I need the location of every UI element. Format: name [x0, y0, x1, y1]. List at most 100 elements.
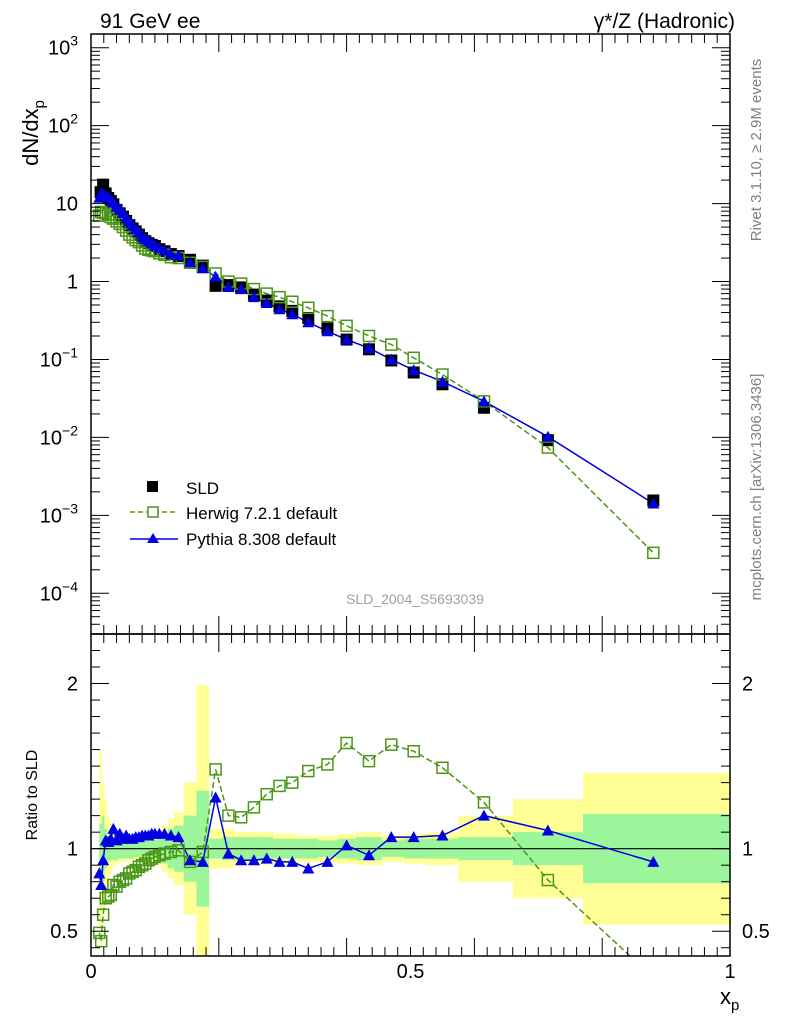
ratio-y-tick-label-right: 1	[742, 839, 753, 861]
ratio-y-tick-label-left: 0.5	[50, 921, 78, 943]
pythia-ratio-point	[97, 854, 110, 866]
main-y-tick-label: 102	[48, 111, 78, 138]
herwig-ratio-point	[260, 787, 273, 801]
pythia-ratio-point	[235, 854, 248, 866]
side-label-rivet: Rivet 3.1.10, ≥ 2.9M events	[748, 59, 765, 242]
header-left: 91 GeV ee	[100, 10, 200, 33]
main-y-tick-label: 10−3	[40, 500, 78, 527]
herwig-main-point	[362, 329, 376, 343]
main-y-tick-exponent: −4	[62, 578, 78, 594]
pythia-ratio-point	[286, 855, 299, 867]
pythia-ratio-point	[164, 829, 177, 841]
pythia-main-point	[647, 497, 660, 509]
pythia-main-point	[235, 283, 248, 295]
herwig-ratio-point	[234, 811, 248, 824]
herwig-ratio-point	[273, 779, 286, 793]
pythia-main-point	[172, 249, 185, 261]
ratio-y-tick-label-right: 0.5	[742, 921, 770, 943]
pythia-ratio-point	[385, 831, 398, 843]
pythia-ratio-point	[172, 831, 185, 843]
legend: SLD Herwig 7.2.1 default Pythia 8.308 de…	[130, 479, 337, 549]
herwig-main-point	[541, 441, 555, 454]
herwig-ratio-point	[93, 926, 106, 940]
pythia-ratio-point	[273, 855, 286, 867]
herwig-ratio-point	[436, 761, 449, 775]
pythia-ratio-point	[222, 847, 235, 859]
herwig-ratio-point	[340, 736, 353, 750]
pythia-ratio-point	[209, 791, 222, 803]
pythia-ratio-point	[260, 852, 273, 864]
ratio-plot-area	[91, 685, 730, 956]
main-y-tick-mantissa: 1	[67, 272, 78, 294]
pythia-main-point	[286, 308, 299, 320]
x-tick-label: 0	[85, 961, 96, 983]
main-series-group	[93, 178, 660, 560]
x-tick-label: 1	[724, 961, 735, 983]
pythia-main-point	[247, 291, 260, 303]
main-y-tick-label: 1	[67, 272, 78, 294]
herwig-ratio-point	[286, 776, 299, 789]
herwig-main-point	[340, 319, 353, 333]
herwig-main-point	[321, 309, 334, 323]
main-y-tick-label: 10−2	[40, 422, 78, 449]
herwig-main-point	[385, 338, 398, 351]
herwig-ratio-point	[477, 796, 491, 809]
pythia-ratio-point	[184, 854, 197, 866]
pythia-main-point	[260, 297, 273, 309]
legend-label-pythia: Pythia 8.308 default	[186, 530, 337, 549]
pythia-main-point	[209, 270, 222, 282]
pythia-main-point	[184, 256, 197, 268]
herwig-main-point	[286, 295, 299, 309]
pythia-main-point	[222, 281, 235, 293]
pythia-main-point	[385, 353, 398, 365]
legend-marker-herwig	[147, 506, 159, 518]
pythia-ratio-point	[647, 855, 660, 867]
main-y-tick-exponent: −1	[62, 344, 78, 360]
main-y-tick-exponent: 3	[70, 33, 78, 49]
pythia-ratio-point	[247, 854, 260, 866]
main-y-tick-label: 10−1	[40, 344, 78, 371]
legend-label-herwig: Herwig 7.2.1 default	[186, 504, 337, 523]
herwig-ratio-point	[362, 754, 376, 768]
herwig-ratio-point	[113, 875, 127, 888]
main-y-tick-label: 10−4	[40, 578, 78, 605]
herwig-main-point	[407, 351, 420, 365]
pythia-ratio-point	[362, 849, 375, 861]
legend-label-sld: SLD	[186, 479, 219, 498]
main-y-tick-mantissa: 10	[48, 116, 70, 138]
pythia-ratio-point	[477, 809, 490, 821]
pythia-main-point	[477, 395, 490, 407]
herwig-ratio-point	[541, 873, 555, 887]
herwig-ratio-point	[385, 738, 398, 751]
herwig-ratio-point	[209, 763, 222, 776]
ratio-y-axis-label: Ratio to SLD	[24, 750, 41, 841]
herwig-ratio-point	[132, 860, 146, 874]
pythia-main-point	[302, 316, 315, 328]
pythia-main-point	[273, 303, 286, 315]
herwig-ratio-point	[302, 764, 315, 778]
watermark: SLD_2004_S5693039	[346, 591, 484, 607]
main-y-tick-label: 103	[48, 33, 78, 60]
herwig-ratio-point	[94, 934, 108, 948]
herwig-ratio-point	[222, 809, 235, 822]
ratio-y-tick-label-left: 1	[67, 839, 78, 861]
herwig-main-point	[273, 290, 286, 304]
legend-marker-pythia	[147, 533, 159, 543]
main-y-axis-label: dN/dxp	[18, 100, 48, 166]
pythia-ratio-point	[302, 862, 315, 874]
pythia-ratio-point	[107, 822, 120, 834]
pythia-main-point	[196, 262, 209, 274]
main-y-tick-exponent: 2	[70, 111, 78, 127]
pythia-main-point	[436, 375, 449, 387]
ratio-axis-ticks: 0.5 0.5 1 1 2 2 0 0.5 1	[50, 634, 770, 983]
pythia-ratio-point	[340, 839, 353, 851]
main-y-tick-mantissa: 10	[40, 427, 62, 449]
herwig-ratio-point	[164, 845, 178, 859]
herwig-ratio-point	[407, 744, 420, 758]
side-label-mcplots: mcplots.cern.ch [arXiv:1306.3436]	[748, 374, 765, 601]
pythia-main-point	[541, 430, 554, 442]
pythia-ratio-point	[407, 831, 420, 843]
herwig-ratio-point	[145, 852, 158, 865]
herwig-main-point	[647, 546, 660, 560]
